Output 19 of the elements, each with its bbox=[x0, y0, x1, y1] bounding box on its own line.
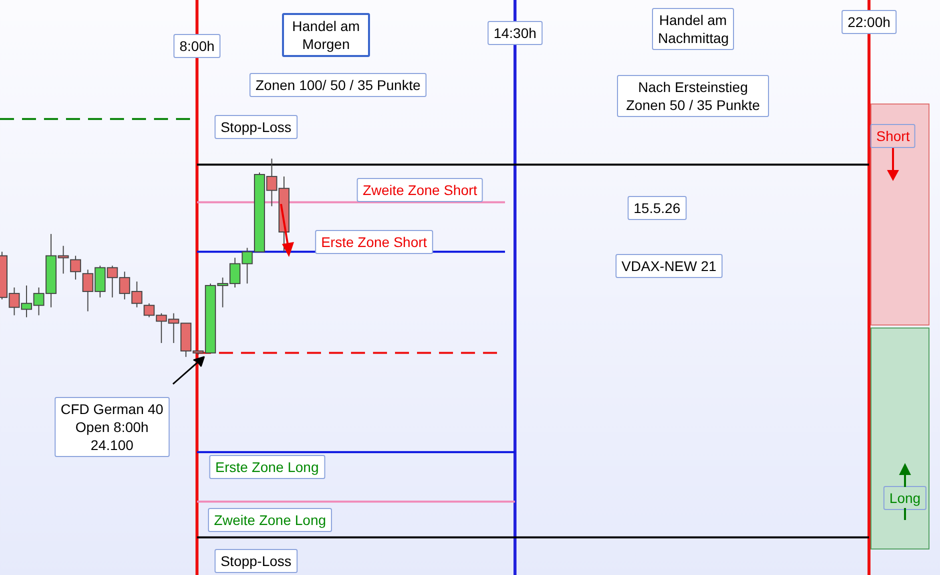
text: VDAX-NEW 21 bbox=[616, 254, 722, 278]
ref-line-label: Stopp-Loss bbox=[214, 115, 298, 139]
text: 15.5.26 bbox=[628, 196, 686, 220]
ref-line-label: Erste Zone Long bbox=[209, 455, 325, 479]
ref-line-label: Erste Zone Short bbox=[315, 230, 433, 254]
text: Zonen 100/ 50 / 35 Punkte bbox=[249, 73, 427, 97]
candlestick bbox=[70, 255, 82, 280]
text: Nach Ersteinstieg Zonen 50 / 35 Punkte bbox=[617, 75, 769, 117]
text: Handel am Morgen bbox=[282, 13, 370, 57]
text: 14:30h bbox=[494, 25, 536, 41]
text: CFD German 40 Open 8:00h 24.100 bbox=[54, 397, 170, 457]
text: 8:00h bbox=[179, 38, 215, 54]
text: Long bbox=[883, 486, 927, 510]
text: 22:00h bbox=[848, 14, 890, 30]
ref-line-label: Stopp-Loss bbox=[214, 549, 298, 573]
ref-line-label: Zweite Zone Long bbox=[208, 508, 332, 532]
text: Short bbox=[870, 124, 916, 148]
ref-line-label: Zweite Zone Short bbox=[356, 178, 484, 202]
text: Handel am Nachmittag bbox=[652, 8, 734, 50]
